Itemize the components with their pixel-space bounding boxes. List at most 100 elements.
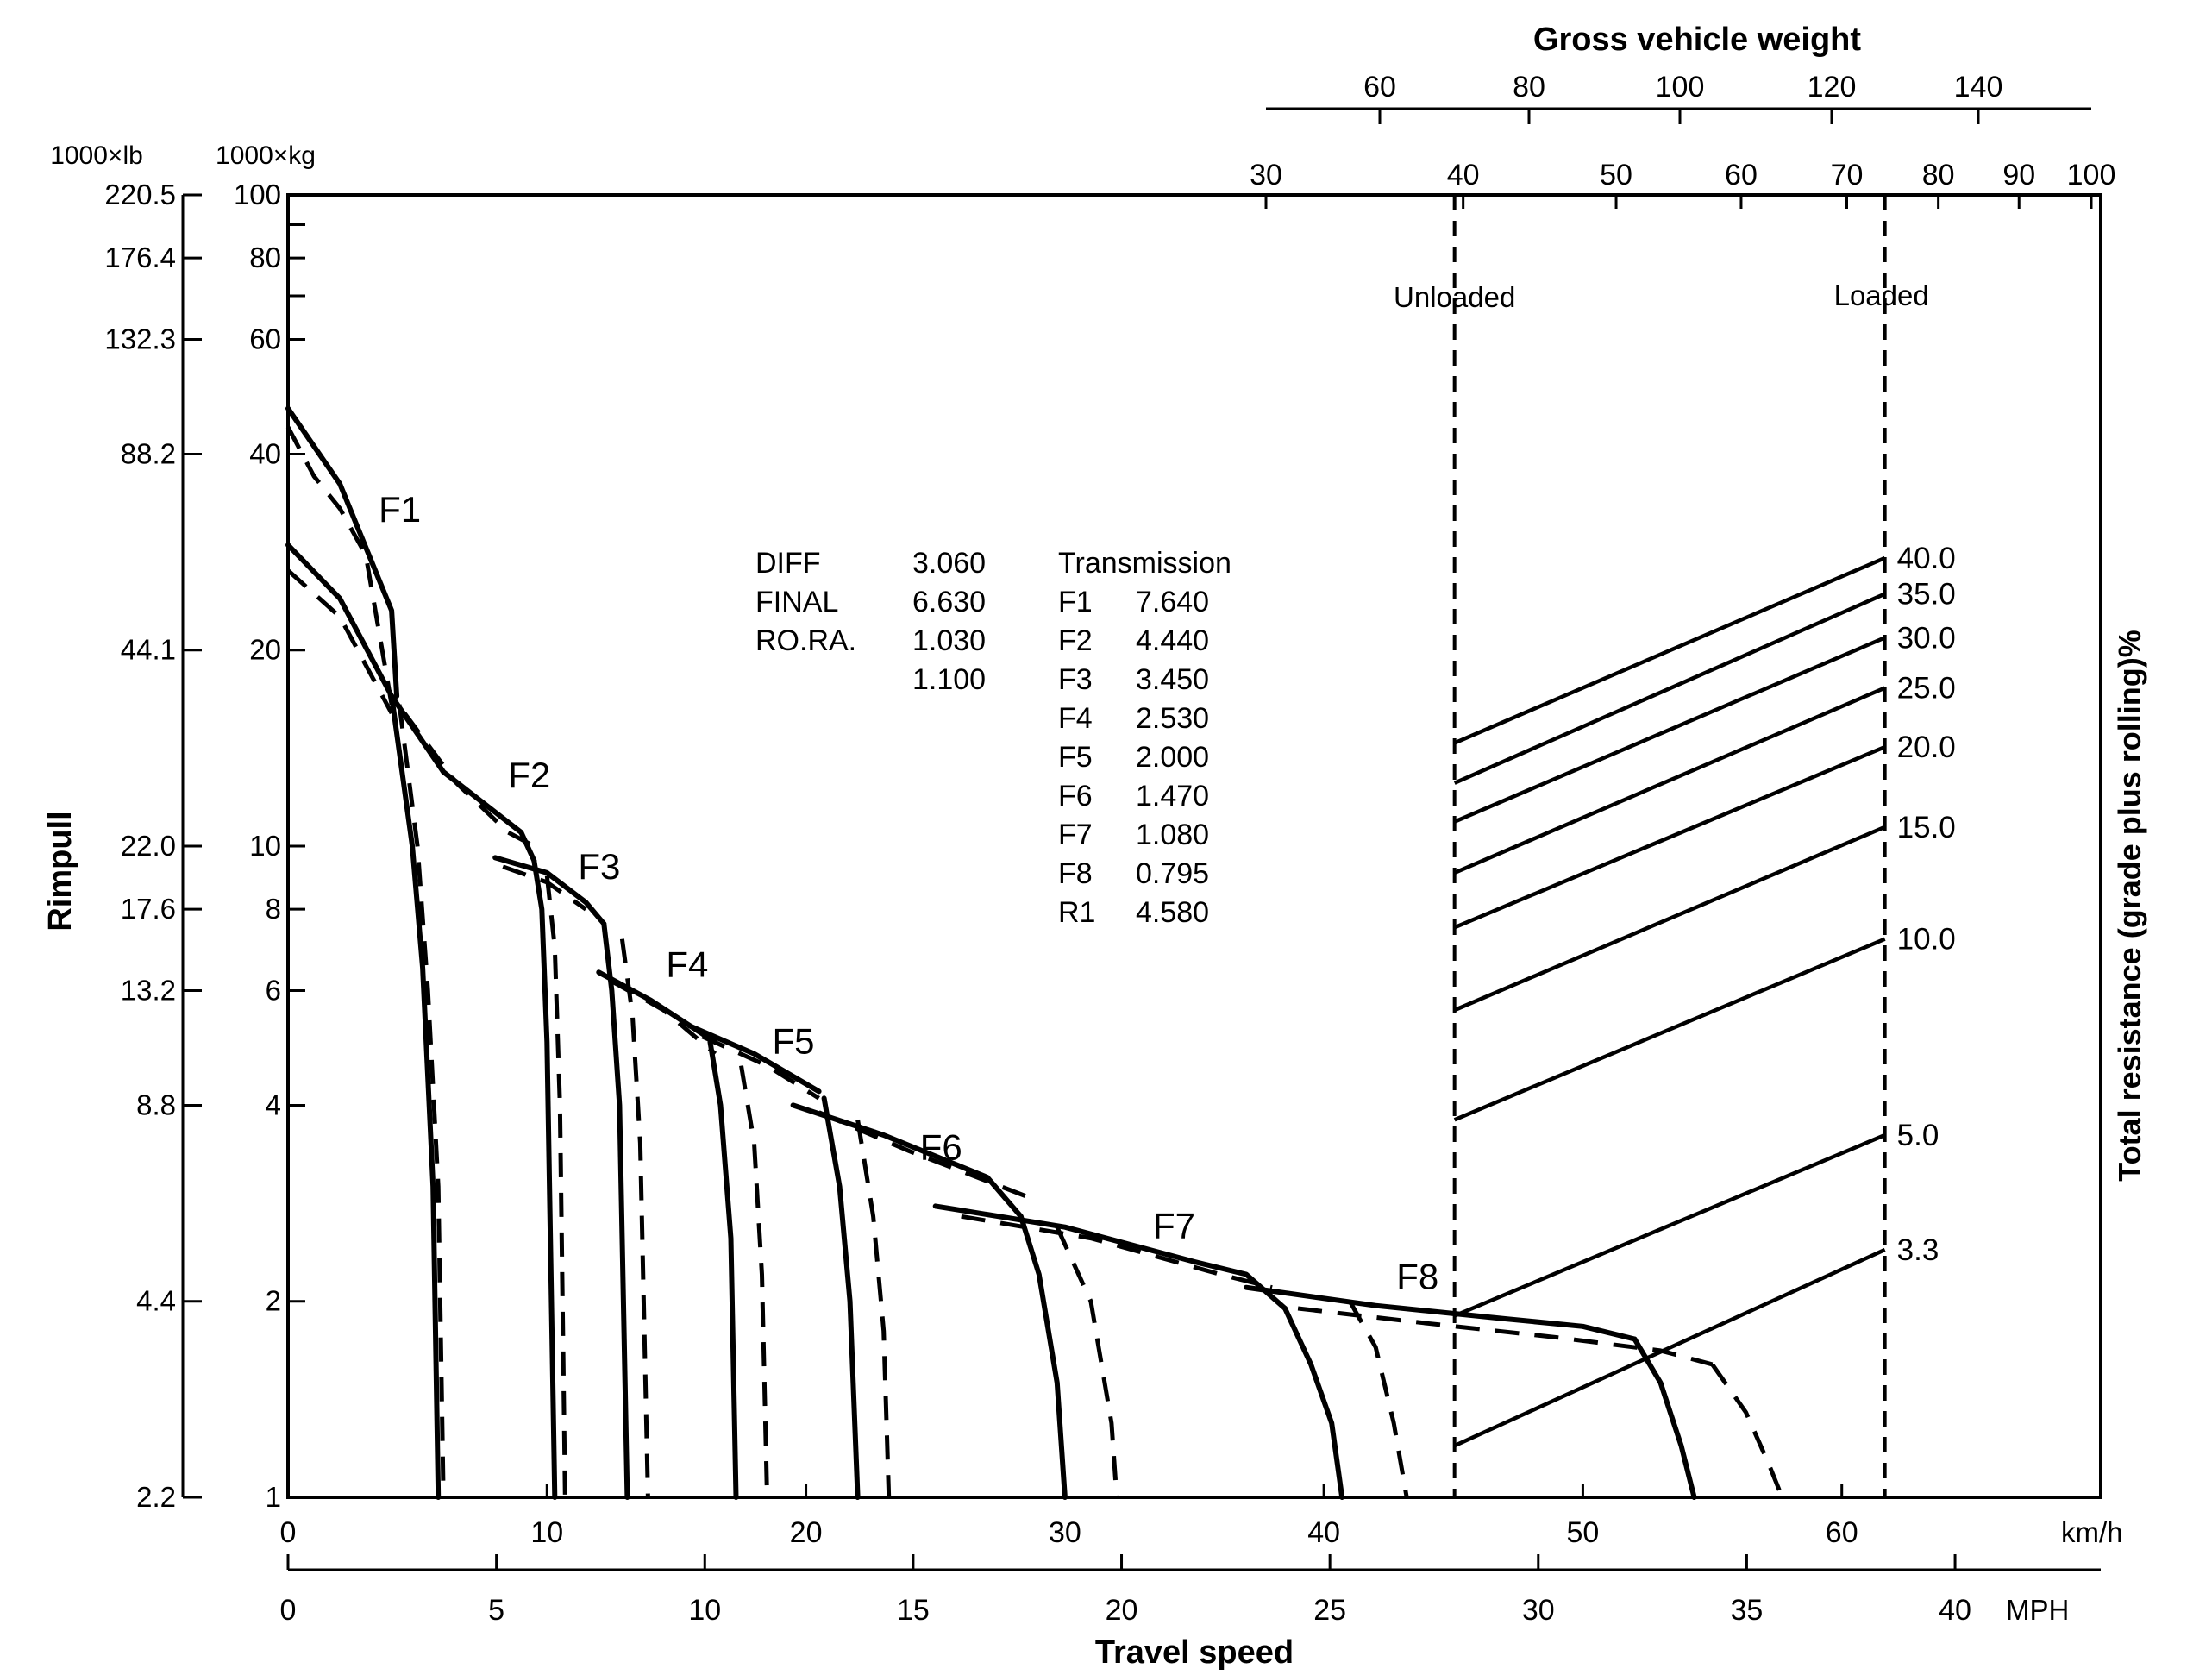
mph-tick-label: 0: [280, 1594, 297, 1627]
mph-tick-label: 20: [1106, 1594, 1138, 1627]
curve-f1-dashed: [397, 704, 446, 1498]
kg-tick-label: 6: [266, 974, 281, 1006]
resistance-label: 25.0: [1897, 672, 1956, 706]
spec-ratio: 2.000: [1136, 741, 1209, 774]
spec-table: DIFF 3.060 FINAL 6.630 RO.RA. 1.030 1.100 Trans…: [755, 547, 1231, 929]
kg-tick-label: 40: [249, 437, 281, 469]
kmh-tick-label: 60: [1826, 1516, 1858, 1549]
weight-tick-label-lower: 40: [1447, 159, 1480, 191]
kmh-unit-label: km/h: [2061, 1516, 2123, 1548]
resistance-line: [1453, 636, 1886, 824]
kmh-tick-label: 30: [1049, 1516, 1081, 1549]
weight-tick-label-lower: 90: [2002, 159, 2035, 191]
mph-unit-label: MPH: [2006, 1594, 2069, 1626]
spec-ratio: 3.450: [1136, 663, 1209, 696]
curve-f6-dashed: [818, 1110, 1027, 1199]
curve-f1-dashed: [285, 426, 394, 706]
curve-f6-solid: [1018, 1214, 1068, 1500]
weight-tick-label-upper: 80: [1513, 71, 1545, 104]
mph-tick-label: 40: [1939, 1594, 1971, 1627]
curve-f7-dashed: [1348, 1300, 1409, 1498]
chart-title: Gross vehicle weight: [1533, 22, 1861, 58]
curve-f8-solid: [1632, 1336, 1697, 1500]
weight-tick-label-upper: 140: [1954, 71, 2003, 104]
resistance-label: 40.0: [1897, 542, 1956, 575]
weight-tick-label-upper: 120: [1808, 71, 1857, 104]
mph-tick-label: 30: [1522, 1594, 1555, 1627]
curve-f2-solid: [531, 857, 558, 1500]
y-axis-label-left: Rimpull: [42, 811, 78, 931]
spec-diff-value: 3.060: [912, 547, 986, 580]
lb-tick-label: 13.2: [121, 974, 176, 1006]
curve-f1-solid: [285, 542, 395, 699]
gear-label-f5: F5: [773, 1021, 815, 1062]
gear-label-f6: F6: [920, 1127, 962, 1168]
curve-f8-solid: [1244, 1284, 1638, 1342]
spec-ratio: 7.640: [1136, 586, 1209, 618]
kmh-tick-label: 10: [530, 1516, 563, 1549]
spec-diff-key: DIFF: [755, 547, 821, 580]
spec-ratio: 4.440: [1136, 624, 1209, 657]
resistance-line: [1453, 592, 1886, 785]
spec-ratio: 1.080: [1136, 819, 1209, 851]
weight-tick-label-lower: 60: [1725, 159, 1758, 191]
spec-transmission-header: Transmission: [1058, 547, 1231, 580]
kmh-tick-label: 40: [1307, 1516, 1340, 1549]
resistance-label: 30.0: [1897, 621, 1956, 655]
kg-tick-label: 20: [249, 634, 281, 666]
kmh-tick-label: 20: [790, 1516, 823, 1549]
curve-f3-solid: [492, 855, 607, 926]
kg-unit-label: 1000×kg: [216, 141, 316, 170]
kg-tick-label: 60: [249, 323, 281, 354]
weight-tick-label-lower: 80: [1922, 159, 1955, 191]
resistance-label: 15.0: [1897, 811, 1956, 844]
kmh-tick-label: 50: [1567, 1516, 1600, 1549]
gear-label-f1: F1: [379, 489, 421, 530]
resistance-line: [1453, 555, 1886, 745]
spec-ratio: 4.580: [1136, 896, 1209, 929]
resistance-line: [1453, 825, 1886, 1013]
curve-f6-dashed: [1055, 1226, 1119, 1498]
curve-f5-dashed: [701, 1034, 820, 1101]
weight-tick-label-lower: 100: [2067, 159, 2116, 191]
curve-f2-dashed: [403, 712, 536, 849]
curve-f8-dashed: [1297, 1306, 1714, 1367]
kg-tick-label: 2: [266, 1285, 281, 1317]
kg-tick-label: 1: [266, 1481, 281, 1513]
resistance-label: 3.3: [1897, 1233, 1939, 1267]
spec-gear: F3: [1058, 663, 1093, 696]
spec-diff-key: FINAL: [755, 586, 838, 618]
kg-tick-label: 10: [249, 830, 281, 862]
curve-f5-solid: [686, 1023, 822, 1095]
lb-tick-label: 8.8: [136, 1088, 176, 1120]
axes-layer: 0 10 20 30 40 50 60 0 5 10 15 20 25 30 35 40 1 2 4 6 8 10 20 40…: [104, 71, 2115, 1627]
lb-tick-label: 22.0: [121, 830, 176, 862]
weight-tick-label-upper: 60: [1363, 71, 1396, 104]
kg-tick-label: 4: [266, 1088, 281, 1120]
resistance-label: 10.0: [1897, 923, 1956, 957]
curve-f5-solid: [821, 1095, 861, 1500]
spec-gear: F4: [1058, 702, 1093, 735]
lb-tick-label: 4.4: [136, 1285, 176, 1317]
spec-ratio: 2.530: [1136, 702, 1209, 735]
spec-ratio: 0.795: [1136, 857, 1209, 890]
rimpull-curves: [285, 405, 1784, 1500]
gear-labels: F1 F2 F3 F4 F5 F6 F7 F8: [379, 489, 1438, 1297]
resistance-label: 20.0: [1897, 731, 1956, 764]
y-axis-label-right: Total resistance (grade plus rolling)%: [2112, 630, 2147, 1181]
lb-tick-label: 88.2: [121, 437, 176, 469]
spec-ratio: 1.470: [1136, 780, 1209, 812]
spec-gear: F8: [1058, 857, 1093, 890]
gear-label-f8: F8: [1396, 1256, 1438, 1296]
curve-f7-dashed: [961, 1214, 1273, 1290]
curve-f4-solid: [707, 1039, 739, 1500]
spec-diff-value: 6.630: [912, 586, 986, 618]
weight-tick-label-lower: 50: [1600, 159, 1632, 191]
kmh-tick-label: 0: [280, 1516, 297, 1549]
lb-tick-label: 44.1: [121, 634, 176, 666]
unloaded-label: Unloaded: [1394, 281, 1515, 313]
spec-gear: F7: [1058, 819, 1093, 851]
lb-tick-label: 176.4: [104, 242, 176, 273]
weight-tick-label-lower: 30: [1250, 159, 1282, 191]
